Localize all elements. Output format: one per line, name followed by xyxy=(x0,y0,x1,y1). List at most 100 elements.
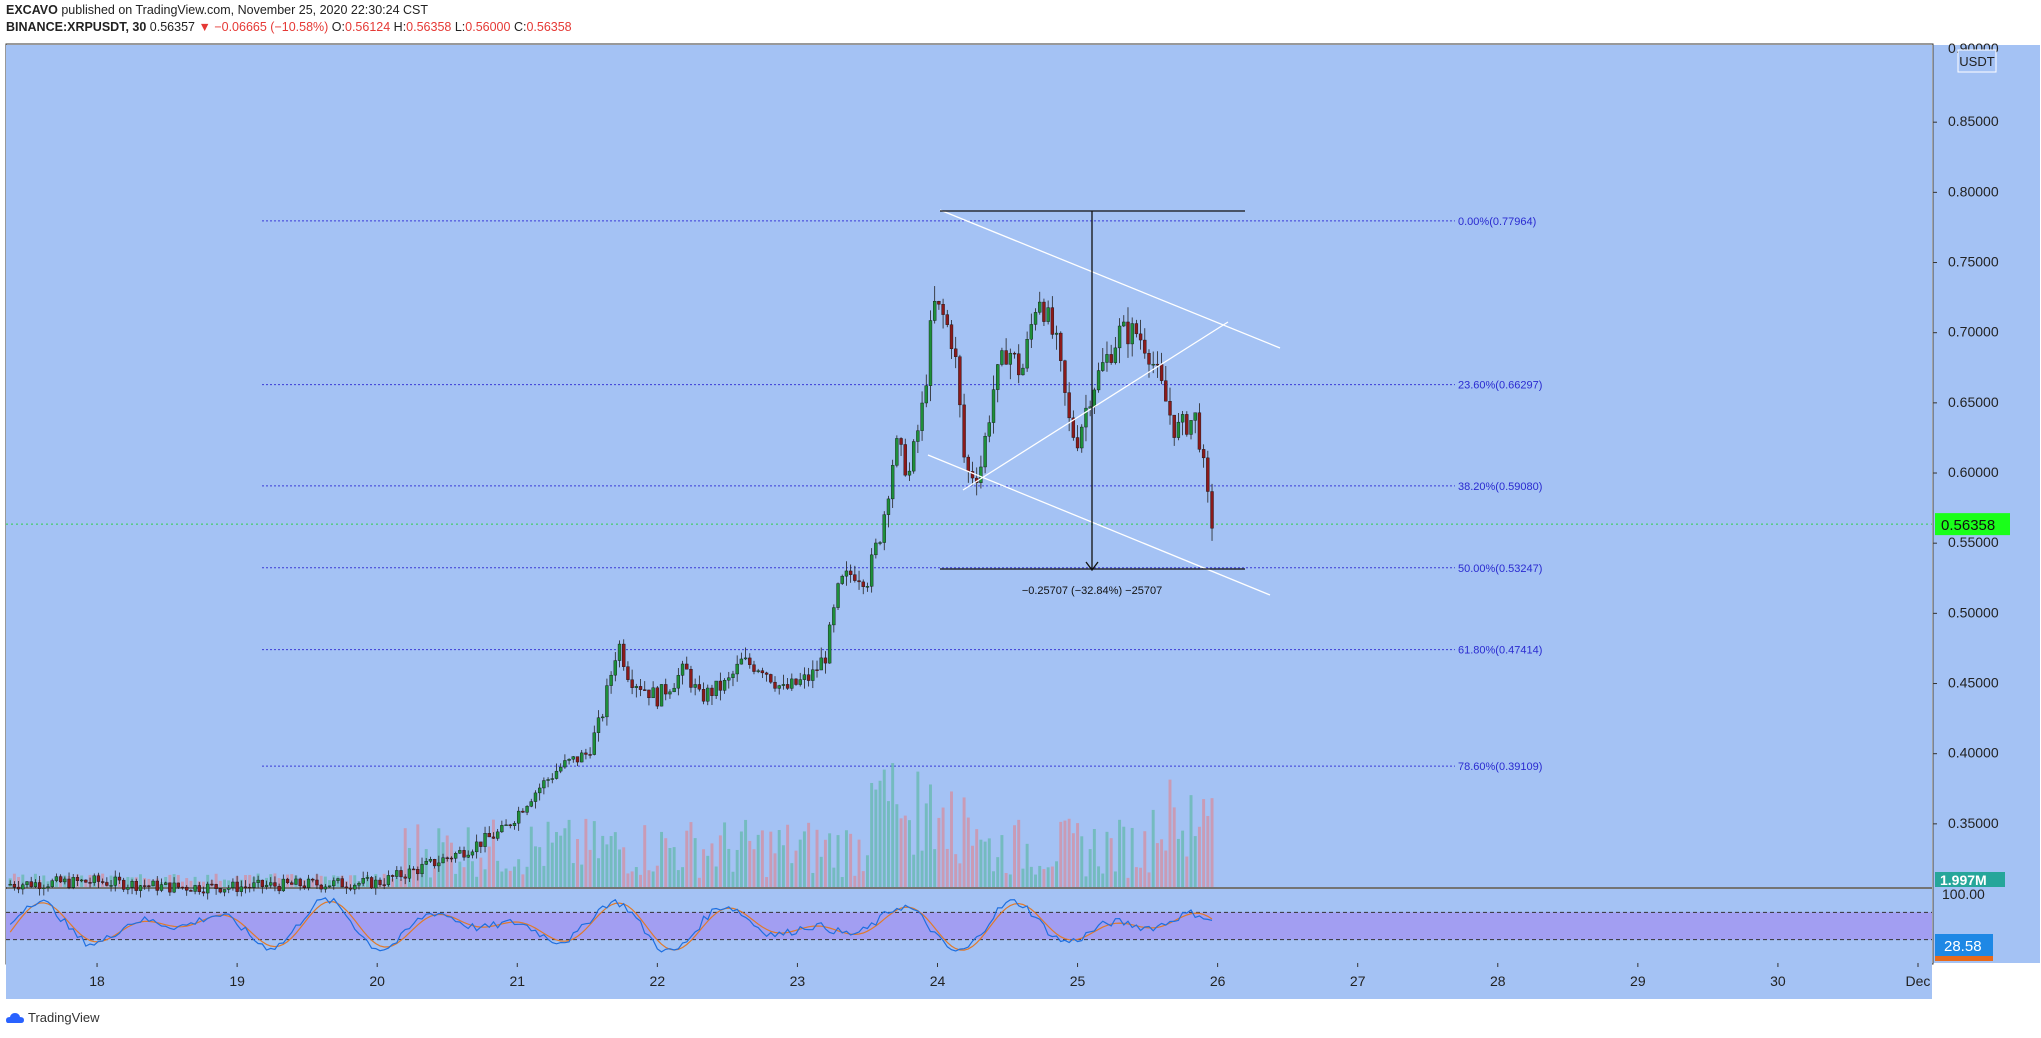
candle-body xyxy=(344,886,349,889)
volume-bar xyxy=(21,874,25,887)
candle-body xyxy=(382,884,386,886)
last-price-badge xyxy=(1935,513,2010,536)
candle-body xyxy=(752,664,756,672)
candle-body xyxy=(689,669,693,688)
volume-bar xyxy=(1092,829,1096,887)
candle-body xyxy=(1189,420,1193,435)
candle-body xyxy=(1084,407,1088,428)
volume-bar xyxy=(567,819,571,887)
candle-body xyxy=(1143,339,1147,354)
volume-bar xyxy=(500,871,504,887)
volume-bar xyxy=(794,850,798,887)
candle-body xyxy=(491,836,496,839)
volume-bar xyxy=(1067,818,1071,887)
candle-body xyxy=(584,752,588,755)
volume-bar xyxy=(996,857,1000,887)
candle-body xyxy=(1000,350,1004,365)
volume-bar xyxy=(395,877,399,887)
candle-body xyxy=(1012,352,1017,355)
candle-body xyxy=(126,887,130,890)
candle-body xyxy=(96,875,101,882)
high-label: H: xyxy=(393,20,407,34)
candle-body xyxy=(890,465,895,500)
volume-bar xyxy=(723,822,727,887)
volume-bar xyxy=(1172,807,1176,887)
candle-body xyxy=(987,422,991,437)
candle-body xyxy=(588,754,592,756)
candle-body xyxy=(1038,301,1042,313)
candle-body xyxy=(147,885,151,887)
volume-bar xyxy=(1063,820,1067,887)
candle-body xyxy=(912,441,916,472)
volume-bar xyxy=(1197,826,1201,887)
candle-body xyxy=(1147,353,1151,365)
volume-bar xyxy=(786,824,790,887)
volume-bar xyxy=(391,878,395,887)
candle-body xyxy=(924,385,928,404)
volume-bar xyxy=(1080,836,1084,887)
volume-bar xyxy=(1181,830,1185,887)
candle-body xyxy=(361,878,365,884)
candle-body xyxy=(1080,426,1084,449)
candle-body xyxy=(933,301,937,321)
candle-body xyxy=(991,389,996,423)
volume-bar xyxy=(1109,838,1113,887)
candle-body xyxy=(1197,412,1202,450)
candle-body xyxy=(500,825,504,833)
close-label: C: xyxy=(513,20,527,34)
volume-bar xyxy=(462,867,466,887)
volume-bar xyxy=(1042,869,1046,887)
candle-body xyxy=(92,875,96,883)
volume-bar xyxy=(857,839,861,887)
candle-body xyxy=(130,881,134,888)
volume-bar xyxy=(756,834,760,887)
volume-bar xyxy=(54,880,58,887)
rsi-top-label: 100.00 xyxy=(1942,886,1985,902)
volume-bar xyxy=(769,831,773,887)
volume-bar xyxy=(702,849,706,887)
volume-bar xyxy=(895,804,899,887)
candle-body xyxy=(218,888,222,893)
volume-bar xyxy=(311,879,315,887)
candle-body xyxy=(617,643,622,661)
candle-body xyxy=(1210,491,1214,529)
candle-body xyxy=(449,857,454,860)
volume-bar xyxy=(496,860,500,887)
x-tick-label: 19 xyxy=(229,973,245,989)
volume-bar xyxy=(760,830,764,887)
candle-body xyxy=(760,670,765,674)
y-tick-label: 0.60000 xyxy=(1948,464,1999,480)
volume-bar xyxy=(718,835,722,887)
candle-body xyxy=(16,886,21,890)
volume-bar xyxy=(861,871,865,887)
volume-bar xyxy=(529,826,533,887)
candle-body xyxy=(197,885,201,893)
volume-bar xyxy=(433,867,437,887)
candle-body xyxy=(113,876,117,886)
candle-body xyxy=(676,675,681,689)
currency-box xyxy=(1957,49,1997,73)
candle-body xyxy=(1185,414,1189,435)
volume-bar xyxy=(790,863,794,887)
volume-bar xyxy=(1097,866,1101,887)
candle-body xyxy=(483,833,487,847)
volume-bar xyxy=(781,845,785,887)
y-tick-label: 0.50000 xyxy=(1948,604,1999,620)
last-price-label: 0.56358 xyxy=(1941,517,1995,534)
author-name[interactable]: EXCAVO xyxy=(6,3,58,17)
candle-body xyxy=(882,514,886,543)
volume-bar xyxy=(979,839,983,887)
volume-bar xyxy=(950,791,953,887)
candle-body xyxy=(630,679,634,688)
candle-body xyxy=(201,891,206,894)
y-tick-label: 0.80000 xyxy=(1948,183,1999,199)
candle-body xyxy=(1151,363,1155,366)
volume-bar xyxy=(811,872,815,887)
volume-bar xyxy=(555,832,558,887)
footer-brand[interactable]: TradingView xyxy=(6,1010,100,1025)
volume-bar xyxy=(1113,871,1117,887)
candle-body xyxy=(996,364,1000,390)
candle-body xyxy=(521,810,525,813)
candle-body xyxy=(441,857,445,864)
